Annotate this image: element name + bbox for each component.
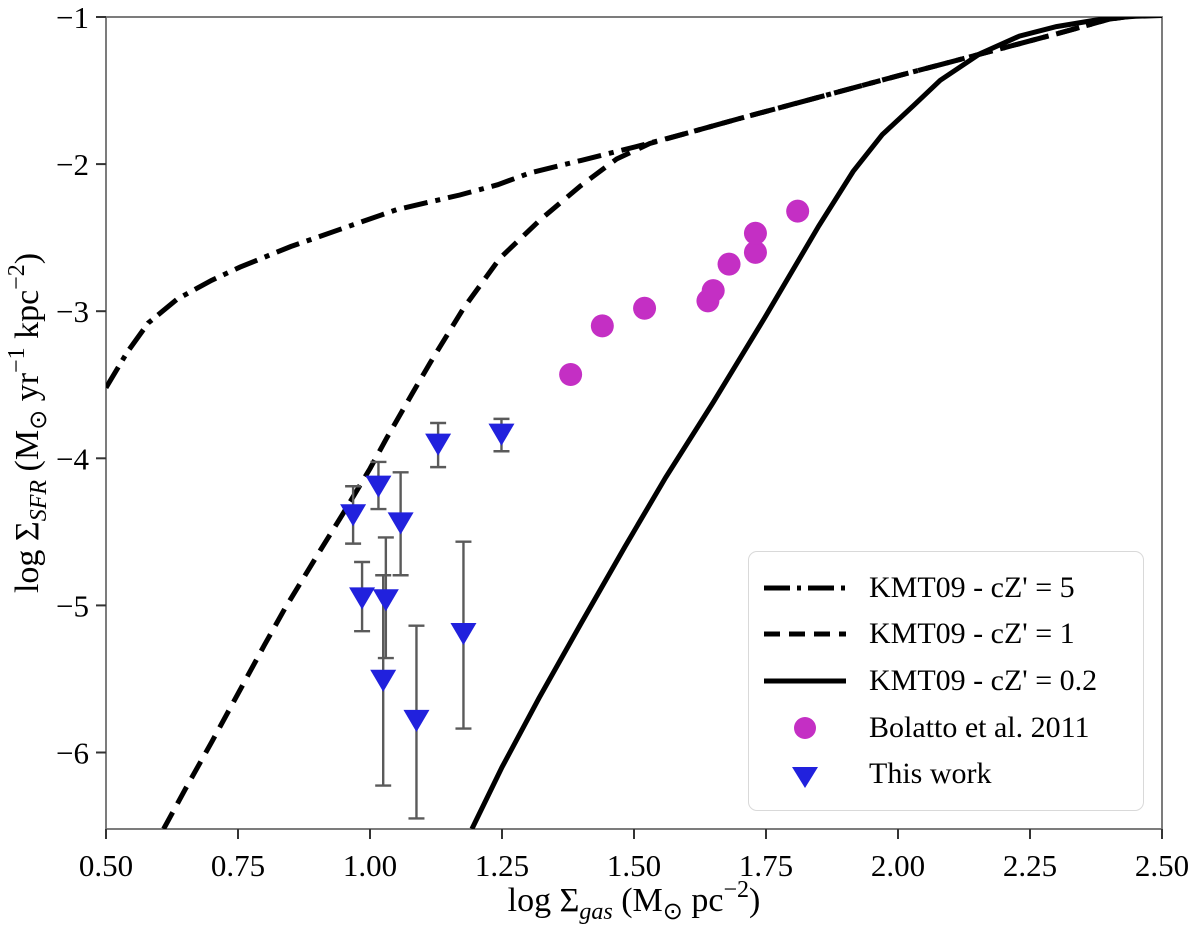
data-point-circle	[633, 296, 657, 320]
legend-label: This work	[869, 757, 992, 791]
data-point-circle	[743, 221, 767, 245]
legend-label: KMT09 - cZ' = 1	[869, 617, 1075, 651]
y-tick-label: −5	[56, 588, 89, 623]
y-tick-label: −4	[56, 441, 89, 476]
legend-sample-dashdot-line-icon	[764, 585, 846, 591]
x-tick-label: 2.00	[871, 848, 925, 883]
legend-sample-circle-icon	[794, 716, 816, 739]
data-point-circle	[717, 252, 741, 276]
x-tick-label: 0.50	[79, 848, 133, 883]
data-point-triangle	[349, 587, 376, 610]
data-point-circle	[590, 314, 614, 338]
legend-sample-triangle-down-icon	[792, 767, 818, 789]
x-tick-label: 2.50	[1135, 848, 1189, 883]
x-tick-label: 2.25	[1003, 848, 1057, 883]
legend-label: Bolatto et al. 2011	[869, 710, 1090, 744]
y-axis: −1 −2 −3 −4 −5 −6	[56, 0, 106, 771]
x-tick-label: 0.75	[211, 848, 265, 883]
legend-item-solid: KMT09 - cZ' = 0.2	[761, 664, 1133, 698]
x-tick-label: 1.50	[607, 848, 661, 883]
legend-item-dashed: KMT09 - cZ' = 1	[761, 617, 1133, 651]
line-dashdot-kmt09-cz-5	[106, 17, 1146, 389]
data-point-triangle	[372, 589, 399, 612]
data-point-triangle	[387, 512, 414, 535]
y-tick-label: −6	[56, 736, 89, 771]
data-point-triangle	[450, 622, 477, 646]
legend-sample-dashed-line-icon	[764, 631, 846, 637]
legend-item-triangle-down: This work	[761, 757, 1133, 791]
legend-sample-solid-line-icon	[764, 678, 846, 684]
x-tick-label: 1.75	[739, 848, 793, 883]
data-point-circle	[786, 199, 810, 223]
series-bolatto-et-al-2011	[559, 199, 810, 386]
data-point-triangle	[425, 433, 452, 456]
data-point-triangle	[488, 423, 515, 446]
x-tick-label: 1.25	[475, 848, 529, 883]
data-point-triangle	[340, 504, 367, 527]
data-point-triangle	[403, 709, 430, 733]
y-axis-label: log ΣSFR (M⊙ yr−1 kpc−2)	[4, 253, 52, 593]
y-tick-label: −1	[56, 0, 89, 35]
x-axis-label: log Σgas (M⊙ pc−2)	[508, 877, 761, 925]
x-axis: 0.50 0.75 1.00 1.25 1.50 1.75 2.00 2.25 2.50	[79, 829, 1189, 883]
data-point-triangle	[370, 669, 397, 692]
legend-label: KMT09 - cZ' = 5	[869, 570, 1075, 604]
data-point-circle	[701, 279, 725, 303]
data-point-circle	[743, 240, 767, 264]
y-tick-label: −3	[56, 294, 89, 329]
legend-label: KMT09 - cZ' = 0.2	[869, 663, 1098, 697]
data-point-triangle	[365, 475, 392, 498]
legend-item-circle: Bolatto et al. 2011	[761, 711, 1133, 745]
series-this-work	[340, 417, 515, 820]
y-tick-label: −2	[56, 147, 89, 182]
x-tick-label: 1.00	[343, 848, 397, 883]
legend: KMT09 - cZ' = 5 KMT09 - cZ' = 1 KMT09 - cZ…	[748, 551, 1144, 811]
data-point-circle	[559, 362, 583, 386]
line-solid-kmt09-cz-0-2	[469, 17, 1162, 829]
legend-item-dashdot: KMT09 - cZ' = 5	[761, 571, 1133, 605]
